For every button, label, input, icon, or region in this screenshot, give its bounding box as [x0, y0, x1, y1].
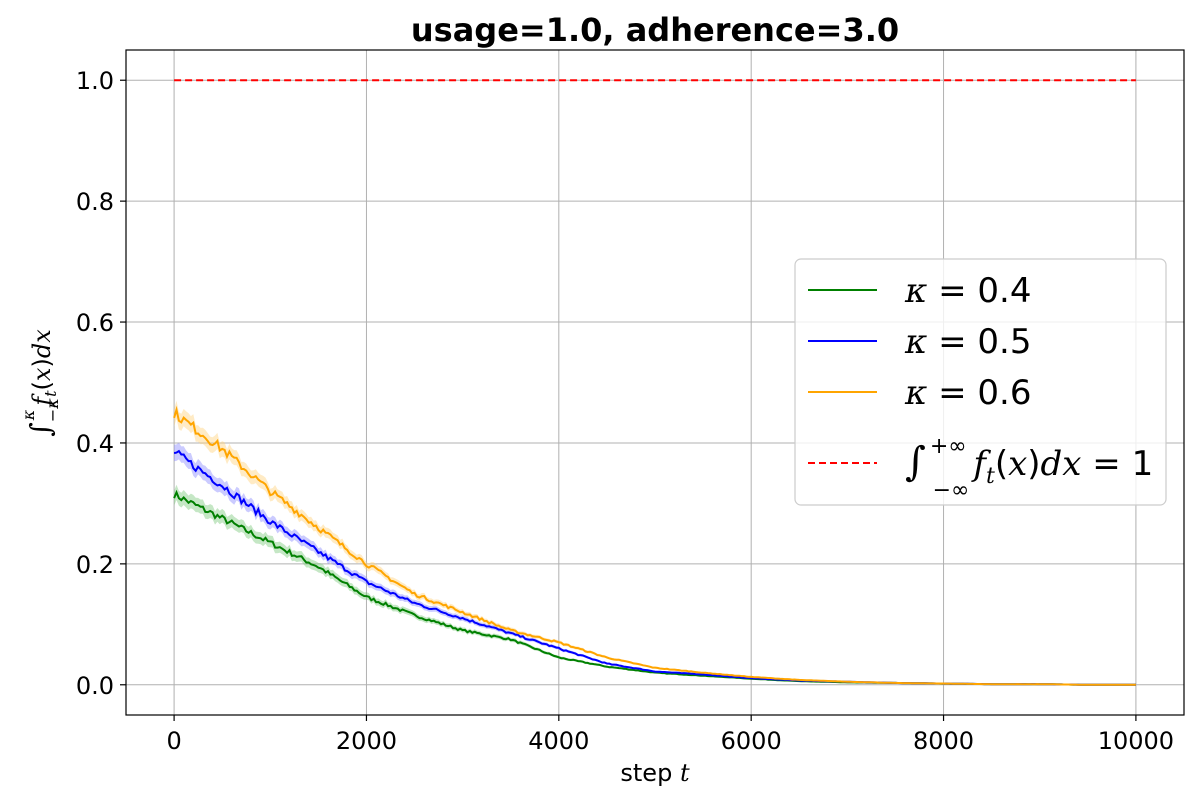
x-tick-label: 4000: [528, 727, 589, 755]
plot-area: [125, 49, 1185, 716]
x-axis-label: step t: [620, 759, 690, 787]
y-tick-label: 0.0: [76, 672, 114, 700]
plot-frame: [125, 49, 1185, 716]
x-axis-label-text: step: [620, 759, 680, 787]
y-tick-label: 1.0: [76, 67, 114, 95]
y-tick-label: 0.8: [76, 188, 114, 216]
legend-label: ∫ +∞ −∞ft(x)dx = 1: [905, 434, 1153, 503]
svg-text:∫−κκft(x)dx: ∫−κκft(x)dx: [19, 329, 62, 437]
legend-label: κ = 0.6: [904, 373, 1031, 413]
y-axis-ticks: 0.0 0.2 0.4 0.6 0.8 1.0: [76, 67, 126, 700]
x-tick-label: 10000: [1098, 727, 1174, 755]
y-axis-label: ∫−κκft(x)dx: [19, 329, 62, 437]
series-band-0: [174, 484, 1136, 685]
x-axis-label-var: t: [680, 759, 690, 787]
legend-label: κ = 0.5: [904, 322, 1031, 362]
legend-box: [794, 258, 1167, 506]
y-tick-label: 0.4: [76, 430, 114, 458]
legend-items: κ = 0.4 κ = 0.5 κ = 0.6 ∫ +∞ −∞ft(x)dx = 1: [808, 271, 1153, 503]
series-line-2: [173, 405, 1136, 686]
y-tick-label: 0.2: [76, 551, 114, 579]
x-tick-label: 0: [166, 727, 181, 755]
series-lines: [173, 79, 1136, 686]
x-tick-label: 6000: [721, 727, 782, 755]
x-tick-label: 2000: [336, 727, 397, 755]
legend: κ = 0.4 κ = 0.5 κ = 0.6 ∫ +∞ −∞ft(x)dx = 1: [794, 258, 1167, 506]
chart-title: usage=1.0, adherence=3.0: [411, 11, 899, 49]
legend-label: κ = 0.4: [904, 271, 1031, 311]
x-tick-label: 8000: [913, 727, 974, 755]
x-axis-ticks: 0 2000 4000 6000 8000 10000: [166, 715, 1174, 755]
series-line-0: [173, 489, 1136, 686]
y-tick-label: 0.6: [76, 309, 114, 337]
